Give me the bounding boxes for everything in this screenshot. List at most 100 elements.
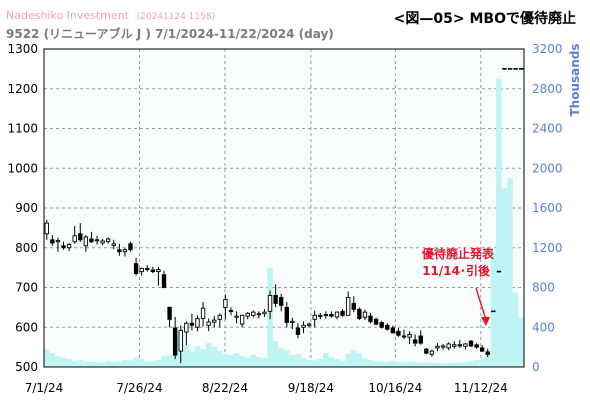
volume-bar	[378, 361, 385, 367]
volume-bar	[317, 359, 324, 367]
volume-bar	[161, 356, 167, 367]
volume-bar	[401, 362, 407, 367]
x-tick-label: 9/18/24	[288, 381, 334, 395]
candle-body	[479, 347, 485, 352]
volume-bar	[244, 357, 251, 367]
source-name: Nadeshiko Investment	[6, 9, 129, 22]
candle-body	[66, 244, 72, 249]
volume-bar	[222, 354, 229, 367]
candle-body	[267, 295, 273, 312]
volume-bar	[306, 360, 312, 367]
volume-bar	[501, 188, 508, 367]
source-timestamp: (20241124 1158)	[136, 12, 216, 22]
y2-tick-label: 0	[532, 360, 540, 374]
y-tick-label: 700	[15, 281, 38, 295]
volume-bar	[211, 347, 218, 367]
volume-bar	[55, 356, 61, 367]
volume-bar	[83, 361, 89, 367]
y2-tick-label: 1600	[532, 201, 563, 215]
volume-bar	[205, 343, 212, 367]
candle-body	[323, 314, 329, 316]
candle-body	[334, 311, 340, 318]
volume-bar	[451, 362, 458, 367]
volume-bar	[239, 356, 245, 367]
candle-body	[284, 306, 289, 323]
candle-body	[346, 296, 351, 316]
candle-body	[468, 340, 474, 347]
y2-tick-label: 3200	[532, 42, 563, 56]
candle-body	[195, 318, 200, 328]
volume-bar	[406, 361, 413, 367]
y-tick-label: 1200	[7, 82, 38, 96]
candle-body	[373, 318, 379, 325]
candle-body	[128, 243, 133, 251]
volume-bar	[490, 252, 497, 367]
volume-bar	[194, 346, 201, 367]
x-tick-label: 7/1/24	[25, 381, 64, 395]
volume-bar	[507, 178, 513, 367]
y2-axis-title: Thousands	[568, 43, 582, 116]
volume-bar	[77, 360, 84, 367]
candle-body	[212, 319, 217, 323]
volume-bar	[116, 361, 123, 367]
candle-body	[306, 323, 312, 326]
candle-body	[385, 324, 390, 330]
volume-bar	[250, 355, 257, 367]
candle-body	[251, 311, 256, 316]
x-tick-label: 11/12/24	[454, 381, 508, 395]
volume-bar	[479, 359, 485, 367]
y-tick-label: 1000	[7, 161, 38, 175]
volume-bar	[429, 362, 435, 367]
volume-bar	[295, 354, 301, 367]
volume-bar	[390, 361, 396, 367]
volume-bar	[105, 361, 111, 367]
candle-body	[290, 320, 295, 323]
annotation-arrow-shaft	[475, 287, 487, 321]
candle-body	[234, 315, 239, 318]
volume-bar	[484, 353, 491, 367]
volume-bar	[417, 362, 424, 367]
candle-body	[301, 324, 306, 328]
candle-body	[111, 243, 116, 246]
candle-body	[357, 308, 362, 319]
candle-body	[78, 233, 83, 241]
volume-bar	[462, 362, 469, 367]
y-tick-label: 800	[15, 241, 38, 255]
x-tick-label: 8/22/24	[202, 381, 248, 395]
volume-bar	[228, 355, 234, 367]
volume-bar	[300, 358, 307, 367]
candle-body	[139, 267, 144, 273]
volume-bar	[496, 78, 502, 367]
volume-bar	[373, 361, 379, 367]
candle-body	[228, 310, 234, 313]
volume-bar	[133, 357, 139, 367]
candle-body	[390, 327, 396, 334]
y-tick-label: 600	[15, 320, 38, 334]
candle-body	[412, 339, 418, 344]
volume-bar	[144, 361, 151, 367]
volume-bar	[440, 363, 446, 367]
volume-bar	[518, 317, 524, 367]
candle-body	[407, 333, 412, 338]
volume-bar	[434, 363, 441, 367]
candle-body	[424, 348, 429, 354]
volume-bar	[88, 362, 95, 367]
candle-body	[351, 302, 356, 310]
y-tick-label: 900	[15, 201, 38, 215]
candle-body	[273, 295, 278, 304]
volume-bar	[122, 360, 128, 367]
candle-body	[61, 245, 66, 249]
annotation-line2: 11/14･引後	[422, 263, 491, 278]
candle-body	[72, 235, 77, 243]
volume-bar	[334, 359, 340, 367]
x-tick-label: 10/16/24	[368, 381, 422, 395]
candle-body	[178, 329, 183, 352]
volume-bar	[44, 349, 50, 367]
volume-bar	[272, 341, 279, 367]
volume-bar	[233, 353, 240, 367]
candle-body	[161, 274, 167, 288]
volume-bar	[60, 357, 67, 367]
volume-bar	[99, 362, 106, 367]
volume-bar	[256, 357, 262, 367]
